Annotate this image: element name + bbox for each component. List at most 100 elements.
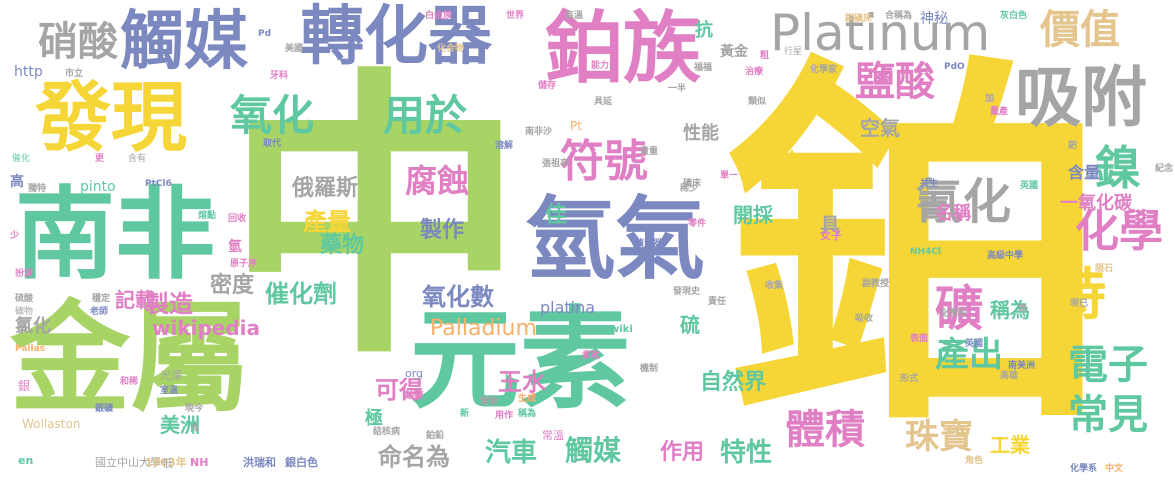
word-cuihua: 銀礦 bbox=[95, 404, 114, 414]
word-yingguo: 共生 bbox=[920, 179, 939, 189]
word-yunshi: 女子 bbox=[820, 229, 842, 242]
word-hechengwei: 貴重 bbox=[640, 147, 659, 157]
word-kaicai: 開採 bbox=[733, 203, 773, 227]
word-baijinzu: 灰白色 bbox=[1000, 11, 1028, 21]
word-zhongshan: en bbox=[18, 454, 34, 467]
word-gaoxiong: 形式 bbox=[900, 374, 919, 384]
word-fujiaoshou: 收集 bbox=[765, 281, 784, 291]
word-rongjie: 具延 bbox=[594, 97, 613, 107]
word-tiji: 體積 bbox=[785, 407, 865, 453]
word-texing: 特性 bbox=[720, 438, 773, 468]
word-shi: 時 bbox=[1050, 263, 1106, 328]
word-huaxuexi: 中文 bbox=[1105, 464, 1124, 474]
word-kede: 可得 bbox=[375, 376, 423, 404]
word-di: 1803年 bbox=[145, 456, 187, 469]
word-wikipedia: Pt bbox=[570, 119, 582, 133]
word-hanyou: 張祖卒 bbox=[542, 159, 570, 169]
word-zhizuo: 製作 bbox=[420, 218, 465, 243]
word-zhuanhuaqi: 轉化器 bbox=[300, 0, 492, 74]
word-dute: 取代 bbox=[263, 139, 282, 149]
word-changwen: 銀白色 bbox=[285, 456, 318, 469]
word-jizai: 氯化 bbox=[15, 316, 51, 337]
word-lvhua: wikipedia bbox=[152, 316, 261, 340]
word-shiwen: 老師 bbox=[90, 307, 109, 317]
word-dianzi: 電子 bbox=[1068, 342, 1148, 388]
word-xingneng: 性能 bbox=[683, 123, 719, 144]
word-platina: pinto bbox=[80, 179, 116, 195]
word-xingxing: 副教授 bbox=[862, 279, 890, 289]
word-nh: 低 bbox=[162, 457, 173, 470]
word-nanmeizhou: 英國 bbox=[965, 339, 984, 349]
word-wollaston: 銀 bbox=[18, 379, 31, 393]
word-guangze: 化學系 bbox=[1070, 464, 1098, 474]
word-platinum: Platinum bbox=[770, 4, 991, 62]
word-ziranjie: 自然界 bbox=[700, 370, 767, 395]
word-huahewu: 牙科 bbox=[270, 71, 289, 81]
word-liusuan: 扮演 bbox=[15, 269, 34, 279]
word-zhizao: 製造 bbox=[145, 290, 193, 318]
word-xianyi: 高雄 bbox=[1000, 371, 1019, 381]
word-huishou: 原子序 bbox=[230, 259, 258, 269]
word-hongruihe: NH bbox=[190, 456, 209, 469]
word-faxian: 發現 bbox=[35, 73, 187, 162]
word-yansuan: 鹽酸 bbox=[855, 59, 935, 105]
word-nh4cl: 常溫 bbox=[542, 429, 564, 442]
word-lingjian: 偵測器 bbox=[635, 239, 663, 249]
word-yongzuo: 實驗 bbox=[480, 397, 499, 407]
word-en: Wollaston bbox=[22, 417, 81, 431]
word-pdo: 行星 bbox=[784, 47, 803, 57]
word-ba: 紀念 bbox=[1155, 164, 1174, 174]
word-shili: 美國 bbox=[285, 44, 304, 54]
word-pallas: 礦物 bbox=[15, 307, 34, 317]
word-yiban: 粗 bbox=[760, 51, 770, 61]
word-ptcl6: 含有 bbox=[128, 154, 147, 164]
word-nvzi: 英國 bbox=[1020, 181, 1039, 191]
word-meiguo: Pd bbox=[258, 29, 272, 39]
word-faxianshi: wiki bbox=[610, 324, 633, 335]
word-wu: 單一 bbox=[720, 171, 739, 181]
word-yinbaise: 洪瑞和 bbox=[243, 456, 276, 469]
word-kongqi: 空氣 bbox=[860, 116, 900, 140]
word-hanliang: 氫 bbox=[228, 239, 242, 255]
word-fuhao: 符號 bbox=[560, 136, 648, 187]
word-yinkuang: 和稀 bbox=[120, 377, 139, 387]
word-wiki: org bbox=[405, 367, 424, 380]
word-cu: 更 bbox=[95, 154, 105, 164]
word-qinghua: 氰化 bbox=[915, 174, 1012, 230]
word-guizhong: 福福 bbox=[694, 63, 713, 73]
word-laoshi: 穩定 bbox=[92, 294, 111, 304]
word-http: 神秘 bbox=[920, 11, 948, 27]
word-danyi: 稀少 bbox=[680, 184, 699, 194]
word-pd: 催化 bbox=[12, 154, 31, 164]
word-nanfeisha: 溶解 bbox=[495, 141, 514, 151]
word-shenmi: 黃金 bbox=[720, 44, 748, 60]
word-ji: 記載 bbox=[115, 288, 155, 312]
word-chumei-top: 觸媒 bbox=[120, 5, 248, 79]
word-mingcheng: 名稱 bbox=[935, 203, 971, 224]
word-bokuang: 類似 bbox=[748, 97, 767, 107]
word-shouji: 責任 bbox=[708, 297, 727, 307]
word-xingshi: 吸收 bbox=[855, 314, 874, 324]
word-zhubao: 珠寶 bbox=[905, 417, 973, 457]
word-hexi: 現今 bbox=[185, 404, 204, 414]
word-yingguo2: 無 bbox=[1018, 304, 1028, 314]
word-huibaise: PdO bbox=[944, 62, 965, 72]
word-cuihuaji: 催化劑 bbox=[265, 280, 337, 308]
word-1803: 國立中山大學 bbox=[95, 456, 161, 469]
word-shao: 新 bbox=[460, 409, 470, 419]
word-zuoyong: 作用 bbox=[660, 440, 705, 465]
word-gongye: 工業 bbox=[990, 433, 1030, 457]
word-tongkuangchuang: 高溫 bbox=[565, 11, 584, 21]
word-chengwei-sm: 化學科 bbox=[940, 309, 968, 319]
word-chanchu: 產出 bbox=[935, 335, 1003, 375]
word-wangshui: 王水 bbox=[498, 368, 546, 396]
word-jia: 佳 bbox=[545, 203, 568, 228]
word-shang: 加 bbox=[985, 94, 995, 104]
word-yaowu: 藥物 bbox=[320, 233, 365, 258]
word-fushi: 腐蝕 bbox=[405, 162, 470, 200]
word-palladium: Palladium bbox=[430, 316, 537, 341]
word-liu: 稱為 bbox=[990, 298, 1030, 322]
word-leisi: 合稱為 bbox=[885, 11, 913, 21]
word-huaxueke: 市立 bbox=[65, 69, 84, 79]
word-gaowen: 世界 bbox=[506, 11, 525, 21]
